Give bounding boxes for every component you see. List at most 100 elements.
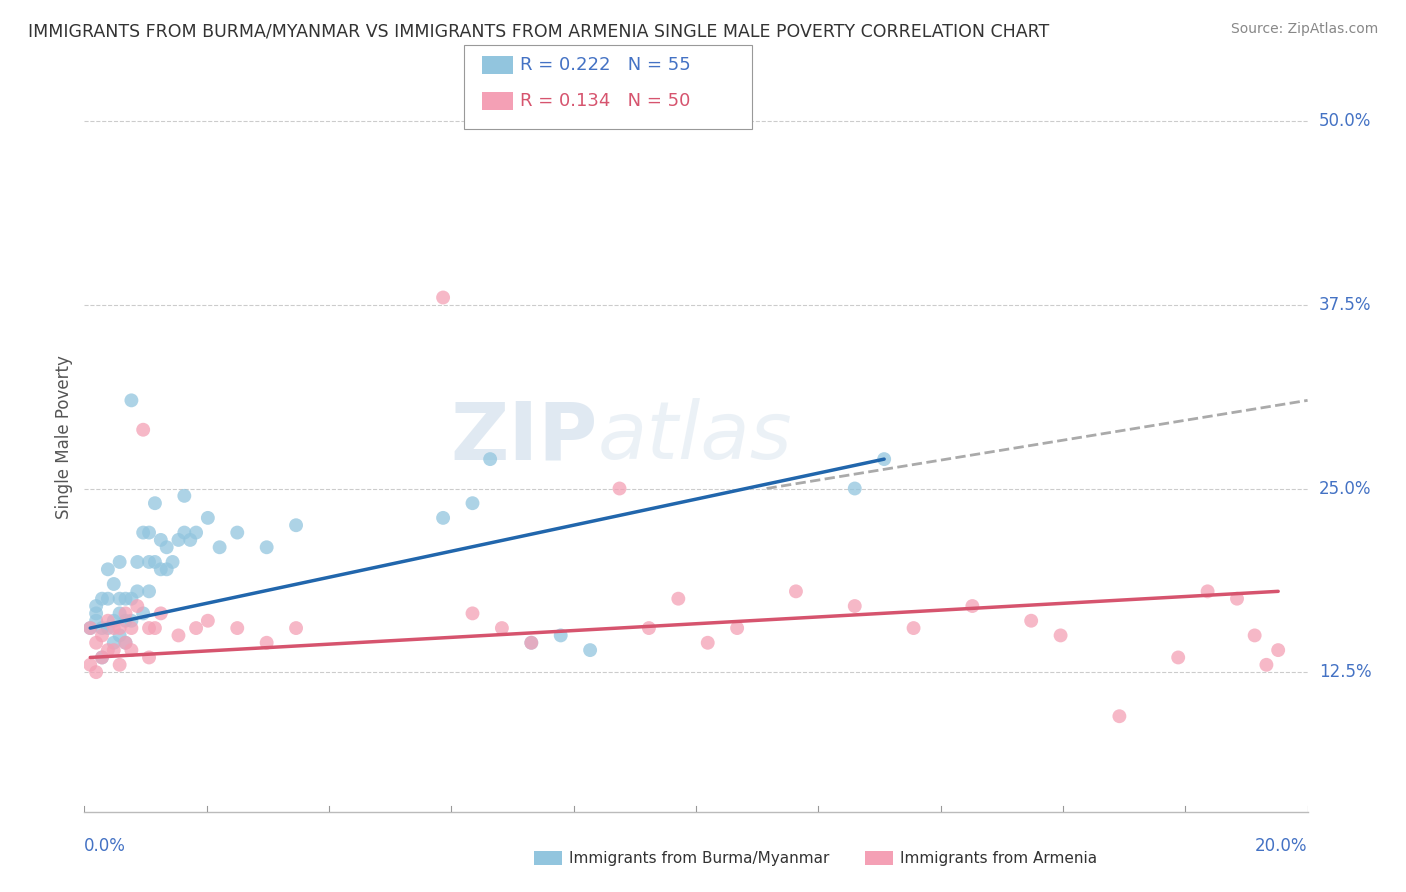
Point (120, 621, 142, 635)
Point (120, 591, 142, 606)
Point (120, 393, 142, 408)
Point (114, 591, 136, 606)
Point (84, 599, 107, 613)
Point (844, 482, 866, 496)
Point (91, 628, 114, 642)
Point (903, 621, 925, 635)
Point (285, 518, 308, 533)
Point (120, 643, 142, 657)
Point (432, 291, 454, 305)
Point (84, 614, 107, 628)
Point (108, 657, 131, 672)
Text: 12.5%: 12.5% (1319, 663, 1371, 681)
Point (91, 621, 114, 635)
Point (479, 452, 502, 467)
Point (1167, 650, 1189, 665)
Point (132, 423, 155, 437)
Point (579, 643, 602, 657)
Point (208, 541, 231, 555)
Text: atlas: atlas (598, 398, 793, 476)
Point (91, 591, 114, 606)
Point (138, 621, 160, 635)
Text: R = 0.222   N = 55: R = 0.222 N = 55 (520, 56, 690, 74)
Point (108, 555, 131, 569)
Point (97, 643, 120, 657)
Point (84, 665, 107, 680)
Point (1049, 628, 1071, 642)
Point (114, 614, 136, 628)
Point (103, 643, 125, 657)
Point (1108, 709, 1130, 723)
Point (84, 636, 107, 650)
Text: 25.0%: 25.0% (1319, 480, 1371, 498)
Point (103, 621, 125, 635)
Point (97, 562, 120, 576)
Point (1197, 584, 1219, 599)
Point (143, 621, 166, 635)
Point (149, 533, 172, 547)
Point (173, 525, 195, 540)
Point (79, 621, 101, 635)
Point (138, 584, 160, 599)
Point (520, 636, 543, 650)
Point (461, 496, 484, 510)
Point (666, 591, 689, 606)
Point (156, 541, 179, 555)
Text: IMMIGRANTS FROM BURMA/MYANMAR VS IMMIGRANTS FROM ARMENIA SINGLE MALE POVERTY COR: IMMIGRANTS FROM BURMA/MYANMAR VS IMMIGRA… (28, 22, 1049, 40)
Point (79, 657, 101, 672)
Point (103, 577, 125, 591)
Point (97, 621, 120, 635)
Point (226, 525, 249, 540)
Point (173, 489, 195, 503)
Point (962, 599, 984, 613)
Point (108, 607, 131, 621)
Point (156, 562, 179, 576)
Point (132, 607, 155, 621)
Point (638, 621, 661, 635)
Point (143, 555, 166, 569)
Point (138, 525, 160, 540)
Point (1256, 657, 1278, 672)
Point (97, 614, 120, 628)
Point (91, 650, 114, 665)
Point (91, 650, 114, 665)
Point (103, 614, 125, 628)
Point (844, 599, 866, 613)
Point (285, 621, 308, 635)
Point (127, 584, 149, 599)
Point (550, 628, 572, 642)
Point (197, 614, 219, 628)
Text: 37.5%: 37.5% (1319, 296, 1371, 314)
Point (103, 636, 125, 650)
Point (149, 562, 172, 576)
Text: Immigrants from Armenia: Immigrants from Armenia (900, 851, 1097, 865)
Point (184, 621, 207, 635)
Point (1226, 591, 1249, 606)
Point (491, 621, 513, 635)
Point (127, 555, 149, 569)
Text: 0.0%: 0.0% (84, 837, 127, 855)
Point (785, 584, 807, 599)
Point (84, 607, 107, 621)
Text: Source: ZipAtlas.com: Source: ZipAtlas.com (1230, 22, 1378, 37)
Point (149, 607, 172, 621)
Point (162, 555, 184, 569)
Point (696, 636, 718, 650)
Point (609, 482, 631, 496)
Point (108, 628, 131, 642)
Point (1243, 628, 1265, 642)
Point (114, 636, 136, 650)
Point (167, 628, 190, 642)
Text: 50.0%: 50.0% (1319, 112, 1371, 130)
Point (138, 650, 160, 665)
Text: 20.0%: 20.0% (1256, 837, 1308, 855)
Point (120, 614, 142, 628)
Point (127, 599, 149, 613)
Point (97, 591, 120, 606)
Point (1267, 643, 1289, 657)
Point (184, 525, 207, 540)
Y-axis label: Single Male Poverty: Single Male Poverty (55, 355, 73, 519)
Point (432, 511, 454, 525)
Text: ZIP: ZIP (451, 398, 598, 476)
Text: R = 0.134   N = 50: R = 0.134 N = 50 (520, 92, 690, 110)
